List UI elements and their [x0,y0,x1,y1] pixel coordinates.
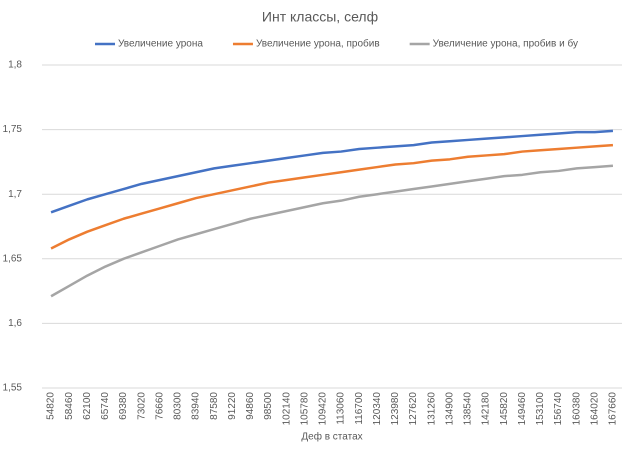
x-tick-label: 54820 [46,392,57,420]
series-line [50,164,614,298]
legend-label: Увеличение урона, пробив [256,38,380,50]
x-tick-label: 149460 [517,392,528,426]
x-tick-label: 98500 [263,392,274,420]
x-tick-label: 80300 [173,392,184,420]
x-tick-label: 69380 [118,392,129,420]
legend-label: Увеличение урона [118,39,203,50]
x-tick-label: 131260 [426,392,437,426]
x-tick-label: 109420 [318,392,329,426]
chart-title: Инт классы, селф [262,9,378,25]
x-tick-label: 145820 [499,392,510,426]
x-tick-label: 167660 [608,392,619,426]
y-tick-label: 1,75 [3,124,23,135]
x-tick-label: 156740 [553,392,564,426]
series-line [50,143,614,250]
x-tick-label: 160380 [571,392,582,426]
x-tick-label: 164020 [589,392,600,426]
y-tick-label: 1,7 [8,189,22,200]
x-tick-label: 113060 [336,392,347,425]
y-tick-label: 1,6 [8,318,22,329]
x-tick-label: 138540 [463,392,474,426]
y-tick-label: 1,65 [3,253,23,264]
x-tick-label: 65740 [100,392,111,420]
y-tick-label: 1,8 [8,60,22,71]
y-tick-label: 1,55 [3,383,23,394]
x-tick-label: 94860 [245,392,256,420]
x-tick-label: 127620 [408,392,419,426]
x-tick-label: 142180 [481,392,492,426]
x-tick-label: 153100 [535,392,546,426]
x-tick-label: 87580 [209,392,220,420]
legend-label: Увеличение урона, пробив и бу [433,38,578,50]
x-tick-label: 83940 [191,392,202,420]
x-tick-label: 123980 [390,392,401,426]
x-tick-label: 76660 [154,392,165,420]
x-tick-label: 105780 [299,392,310,426]
x-tick-label: 120340 [372,392,383,426]
series-line [50,129,614,214]
x-tick-label: 62100 [82,392,93,420]
x-axis-label: Деф в статах [301,431,362,443]
x-tick-label: 73020 [136,392,147,420]
x-tick-label: 102140 [281,392,292,426]
x-tick-label: 91220 [227,392,238,420]
x-tick-label: 58460 [64,392,75,420]
x-tick-label: 134900 [444,392,455,426]
x-tick-label: 116700 [354,392,365,425]
